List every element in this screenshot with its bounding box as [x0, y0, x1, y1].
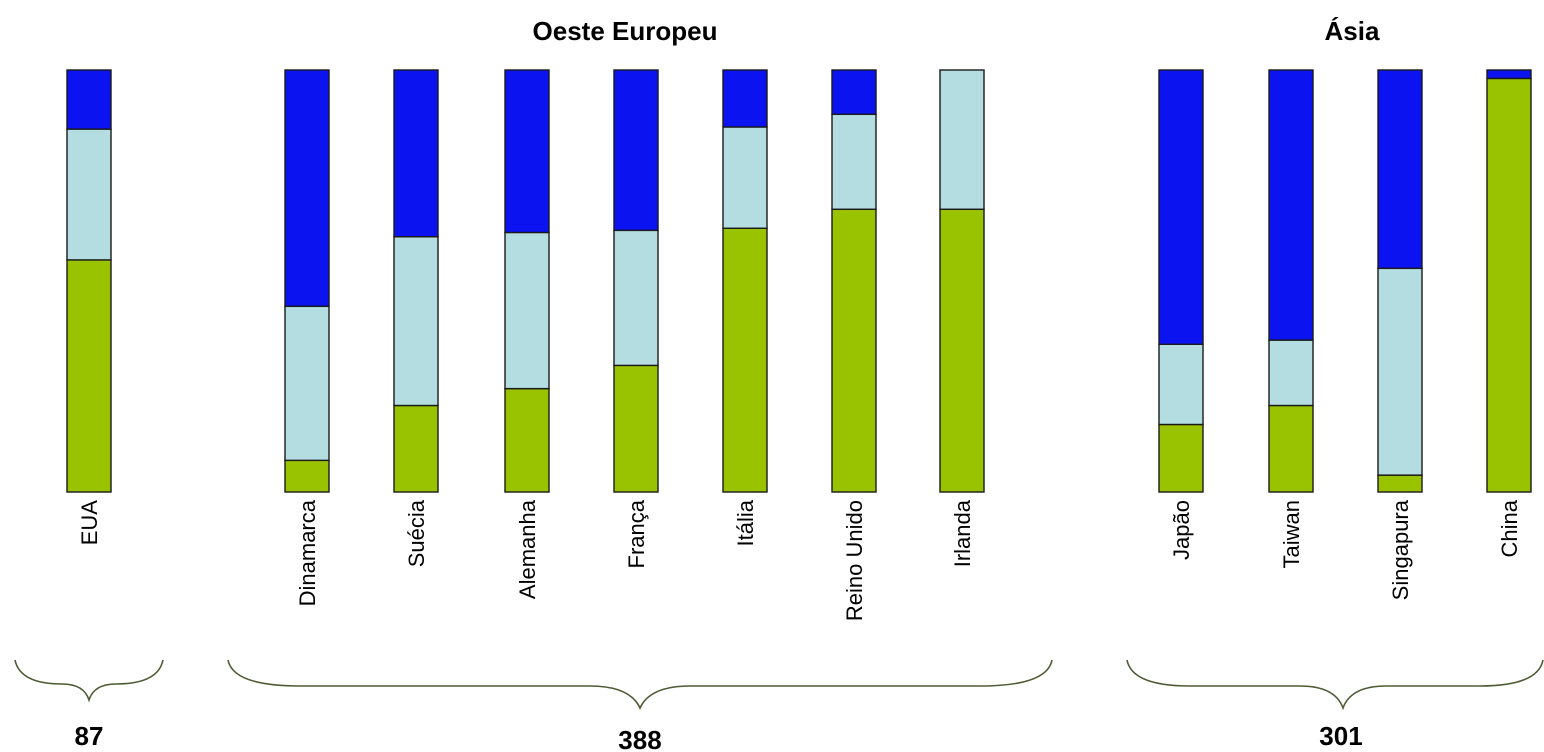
bar-it-lia-lightblue — [723, 127, 767, 228]
tick-label-it-lia: Itália — [733, 499, 758, 546]
brace-asia — [1127, 660, 1543, 708]
bar-fran-a-green — [614, 365, 658, 492]
bar-dinamarca-green — [285, 460, 329, 492]
total-west-europe: 388 — [618, 725, 661, 752]
bar-it-lia-green — [723, 228, 767, 492]
bar-eua-blue — [67, 70, 111, 129]
bar-singapura-lightblue — [1378, 268, 1422, 475]
bar-irlanda-lightblue — [940, 70, 984, 209]
bar-alemanha-blue — [505, 70, 549, 232]
bar-reino-unido-lightblue — [832, 114, 876, 209]
bar-alemanha-lightblue — [505, 232, 549, 388]
bar-singapura-blue — [1378, 70, 1422, 268]
bar-jap-o-green — [1159, 424, 1203, 492]
bar-su-cia-blue — [394, 70, 438, 237]
tick-label-su-cia: Suécia — [404, 499, 429, 567]
tick-label-fran-a: França — [624, 499, 649, 568]
bar-dinamarca-blue — [285, 70, 329, 306]
group-annotations-layer: Oeste Europeu Ásia 87 388 301 — [15, 16, 1543, 752]
category-labels-layer: EUA Dinamarca Suécia Alemanha França Itália Re… — [77, 499, 1522, 621]
bar-dinamarca-lightblue — [285, 306, 329, 460]
bar-irlanda-green — [940, 209, 984, 492]
bars-layer — [67, 70, 1531, 492]
bar-taiwan-green — [1269, 405, 1313, 492]
tick-label-singapura: Singapura — [1388, 499, 1413, 600]
bar-eua-green — [67, 260, 111, 492]
bar-fran-a-lightblue — [614, 230, 658, 365]
total-asia: 301 — [1319, 721, 1362, 751]
bar-jap-o-lightblue — [1159, 344, 1203, 424]
group-title-west-europe: Oeste Europeu — [533, 16, 718, 46]
bar-taiwan-lightblue — [1269, 340, 1313, 405]
brace-usa — [15, 660, 163, 700]
bar-eua-lightblue — [67, 129, 111, 260]
tick-label-irlanda: Irlanda — [950, 499, 975, 567]
tick-label-taiwan: Taiwan — [1279, 500, 1304, 568]
bar-reino-unido-green — [832, 209, 876, 492]
bar-taiwan-blue — [1269, 70, 1313, 340]
brace-west-europe — [228, 660, 1052, 708]
bar-singapura-green — [1378, 475, 1422, 492]
group-title-asia: Ásia — [1325, 16, 1380, 46]
bar-it-lia-blue — [723, 70, 767, 127]
bar-china-blue — [1487, 70, 1531, 78]
bar-reino-unido-blue — [832, 70, 876, 114]
bar-fran-a-blue — [614, 70, 658, 230]
bar-jap-o-blue — [1159, 70, 1203, 344]
bar-su-cia-green — [394, 405, 438, 492]
bar-alemanha-green — [505, 389, 549, 492]
total-usa: 87 — [75, 721, 104, 751]
tick-label-china: China — [1497, 499, 1522, 557]
tick-label-alemanha: Alemanha — [515, 499, 540, 599]
tick-label-eua: EUA — [77, 500, 102, 546]
tick-label-dinamarca: Dinamarca — [295, 499, 320, 606]
bar-su-cia-lightblue — [394, 237, 438, 406]
bar-china-green — [1487, 78, 1531, 492]
tick-label-jap-o: Japão — [1169, 500, 1194, 560]
tick-label-reino-unido: Reino Unido — [842, 500, 867, 621]
